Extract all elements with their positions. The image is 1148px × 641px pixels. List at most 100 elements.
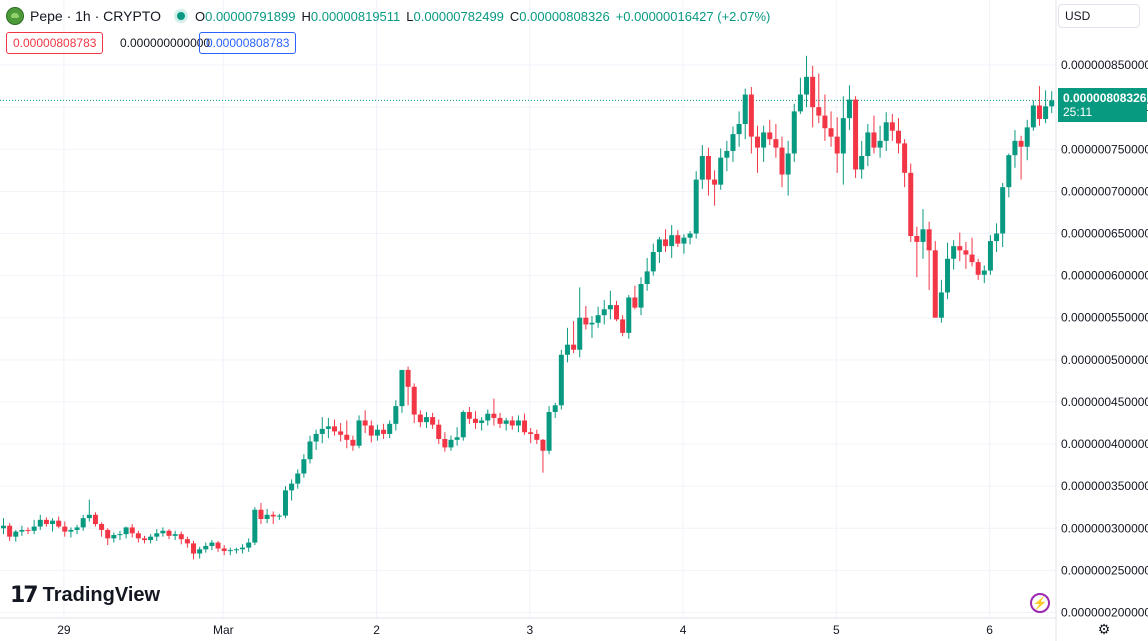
candle[interactable] <box>282 486 288 519</box>
candle[interactable] <box>203 542 209 553</box>
candle[interactable] <box>56 516 62 529</box>
candle[interactable] <box>460 410 466 441</box>
candle[interactable] <box>656 236 662 263</box>
candle[interactable] <box>356 415 362 449</box>
candle[interactable] <box>374 424 380 441</box>
candle[interactable] <box>975 258 981 280</box>
candle[interactable] <box>522 413 528 435</box>
candle[interactable] <box>632 285 638 310</box>
candle[interactable] <box>448 435 454 451</box>
candle[interactable] <box>589 316 595 338</box>
candle[interactable] <box>515 415 521 433</box>
candle[interactable] <box>319 417 325 444</box>
candle[interactable] <box>540 438 546 473</box>
candle[interactable] <box>332 419 338 436</box>
candle[interactable] <box>558 349 564 410</box>
candle[interactable] <box>417 410 423 428</box>
candle[interactable] <box>951 240 957 270</box>
candle[interactable] <box>166 529 172 540</box>
candle[interactable] <box>705 147 711 196</box>
candle[interactable] <box>325 417 331 439</box>
candle[interactable] <box>779 136 785 188</box>
candle[interactable] <box>1049 91 1055 114</box>
candle[interactable] <box>859 140 865 179</box>
candle[interactable] <box>252 507 258 546</box>
candle[interactable] <box>601 300 607 325</box>
candle[interactable] <box>313 429 319 450</box>
candle[interactable] <box>270 511 276 525</box>
candle[interactable] <box>945 242 951 300</box>
candle[interactable] <box>191 540 197 560</box>
candle[interactable] <box>135 530 141 543</box>
candle[interactable] <box>1030 100 1036 131</box>
candle[interactable] <box>644 257 650 291</box>
candle[interactable] <box>1036 86 1042 126</box>
candle[interactable] <box>105 528 111 546</box>
candle[interactable] <box>712 170 718 206</box>
candle[interactable] <box>853 96 859 178</box>
candle[interactable] <box>638 277 644 316</box>
sell-price-button[interactable]: 0.00000808783 <box>6 32 104 54</box>
candle[interactable] <box>43 517 49 527</box>
candle[interactable] <box>742 88 748 140</box>
candle[interactable] <box>160 527 166 537</box>
candle[interactable] <box>889 113 895 141</box>
candle[interactable] <box>184 536 190 548</box>
candle[interactable] <box>405 366 411 406</box>
tradingview-logo[interactable]: 17 TradingView <box>10 583 160 608</box>
candle[interactable] <box>571 321 577 354</box>
candle[interactable] <box>914 226 920 278</box>
candle[interactable] <box>19 525 25 536</box>
candle[interactable] <box>840 96 846 185</box>
candle[interactable] <box>148 534 154 544</box>
candle[interactable] <box>92 512 98 527</box>
candle[interactable] <box>503 417 509 431</box>
candle[interactable] <box>834 117 840 173</box>
candle[interactable] <box>620 315 626 337</box>
gear-icon[interactable]: ⚙ <box>1097 621 1111 637</box>
candle[interactable] <box>423 412 429 429</box>
candle[interactable] <box>276 513 282 520</box>
currency-select[interactable]: USD <box>1058 4 1140 28</box>
candle[interactable] <box>13 529 19 542</box>
candle[interactable] <box>74 524 80 535</box>
candle[interactable] <box>650 243 656 276</box>
candle[interactable] <box>350 435 356 451</box>
candle[interactable] <box>767 119 773 146</box>
candle[interactable] <box>442 432 448 452</box>
candle[interactable] <box>7 523 13 541</box>
candle[interactable] <box>111 532 117 543</box>
candle[interactable] <box>994 223 1000 253</box>
candle[interactable] <box>816 73 822 124</box>
candle[interactable] <box>154 529 160 541</box>
candle[interactable] <box>221 545 227 556</box>
candle[interactable] <box>595 306 601 328</box>
candle[interactable] <box>773 124 779 158</box>
candle[interactable] <box>99 522 105 537</box>
candle[interactable] <box>466 406 472 424</box>
candle[interactable] <box>86 499 92 522</box>
candle[interactable] <box>969 237 975 267</box>
candle[interactable] <box>491 398 497 426</box>
candle[interactable] <box>938 279 944 323</box>
candle[interactable] <box>797 77 803 114</box>
candle[interactable] <box>865 124 871 167</box>
candle[interactable] <box>804 55 810 108</box>
candle[interactable] <box>736 111 742 147</box>
candle[interactable] <box>209 540 215 551</box>
candle[interactable] <box>552 402 558 418</box>
candle[interactable] <box>399 369 405 413</box>
candle[interactable] <box>301 454 307 478</box>
candle[interactable] <box>368 420 374 443</box>
candle[interactable] <box>546 406 552 455</box>
candle[interactable] <box>1018 135 1024 180</box>
candle[interactable] <box>129 524 135 538</box>
candle[interactable] <box>718 148 724 190</box>
candle[interactable] <box>693 171 699 239</box>
candle[interactable] <box>31 519 37 535</box>
candle[interactable] <box>117 530 123 541</box>
candle[interactable] <box>479 417 485 431</box>
candle[interactable] <box>1043 90 1049 124</box>
candle[interactable] <box>307 435 313 464</box>
